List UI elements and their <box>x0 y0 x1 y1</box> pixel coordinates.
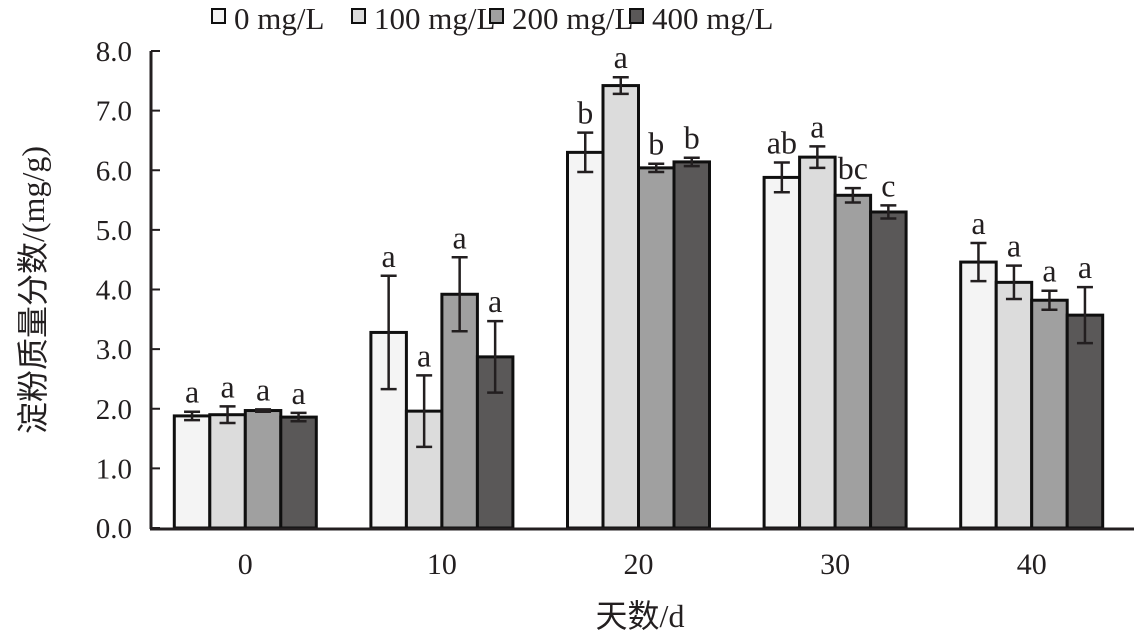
legend-item: 200 mg/L <box>489 1 633 36</box>
legend-item: 100 mg/L <box>351 1 495 36</box>
significance-letter: bc <box>838 150 868 186</box>
significance-letter: a <box>256 371 270 407</box>
x-tick-label: 20 <box>624 548 654 581</box>
significance-letter: b <box>648 126 664 162</box>
bar <box>1030 298 1069 530</box>
bar <box>601 84 640 530</box>
bar <box>243 409 283 530</box>
significance-letter: b <box>577 95 593 131</box>
y-tick-label: 8.0 <box>96 36 132 68</box>
bar <box>566 150 605 530</box>
y-tick-label: 6.0 <box>96 155 132 187</box>
bar <box>637 166 676 530</box>
significance-letter: a <box>453 219 467 255</box>
y-tick-label: 4.0 <box>96 275 132 307</box>
bar <box>994 280 1034 530</box>
x-tick-label: 0 <box>238 548 253 581</box>
significance-letter: a <box>488 283 502 319</box>
bar <box>172 414 212 530</box>
bar <box>959 260 998 530</box>
y-axis-ticks: 0.0 1.0 2.0 3.0 4.0 5.0 6.0 7.0 8.0 <box>96 36 160 545</box>
bar <box>475 355 515 530</box>
y-tick-label: 1.0 <box>96 453 132 485</box>
legend-label: 200 mg/L <box>512 1 633 36</box>
significance-letter: a <box>1007 228 1021 264</box>
y-tick-label: 2.0 <box>96 394 132 426</box>
legend: 0 mg/L 100 mg/L 200 mg/L 400 mg/L <box>211 1 773 36</box>
y-axis-label: 淀粉质量分数/(mg/g) <box>15 146 51 434</box>
legend-item: 0 mg/L <box>211 1 324 36</box>
legend-swatch <box>629 8 644 24</box>
bar <box>798 155 837 530</box>
significance-letter: a <box>1078 249 1092 285</box>
y-tick-label: 0.0 <box>96 513 132 545</box>
bars <box>172 84 1105 530</box>
y-tick-label: 7.0 <box>96 96 132 128</box>
significance-letter: a <box>1042 253 1056 289</box>
significance-letter: a <box>185 374 199 410</box>
significance-letter: b <box>684 120 700 156</box>
bar <box>869 210 908 530</box>
legend-label: 400 mg/L <box>652 1 773 36</box>
x-axis-ticks: 0 10 20 30 40 <box>238 548 1047 581</box>
x-tick-label: 40 <box>1017 548 1047 581</box>
significance-letter: c <box>881 167 895 203</box>
bar <box>1065 313 1105 530</box>
x-tick-label: 10 <box>427 548 457 581</box>
significance-letter: a <box>291 375 305 411</box>
significance-letter: a <box>971 205 985 241</box>
x-tick-label: 30 <box>820 548 850 581</box>
significance-letter: a <box>614 39 628 75</box>
bar <box>672 160 711 530</box>
significance-letter: a <box>382 238 396 274</box>
significance-letter: ab <box>767 124 797 160</box>
bar <box>279 415 318 530</box>
legend-label: 100 mg/L <box>374 1 495 36</box>
legend-swatch <box>211 8 226 24</box>
significance-letter: a <box>810 108 824 144</box>
bar <box>440 292 479 530</box>
significance-letter: a <box>220 368 234 404</box>
y-tick-label: 3.0 <box>96 334 132 366</box>
bar <box>833 193 873 530</box>
legend-swatch <box>351 8 366 24</box>
x-axis-label: 天数/d <box>596 598 685 634</box>
legend-swatch <box>489 8 504 24</box>
bar <box>762 175 802 530</box>
legend-item: 400 mg/L <box>629 1 773 36</box>
significance-letter: a <box>417 337 431 373</box>
error-bars <box>184 75 1093 449</box>
y-tick-label: 5.0 <box>96 215 132 247</box>
bar <box>208 413 247 530</box>
legend-label: 0 mg/L <box>234 1 324 36</box>
